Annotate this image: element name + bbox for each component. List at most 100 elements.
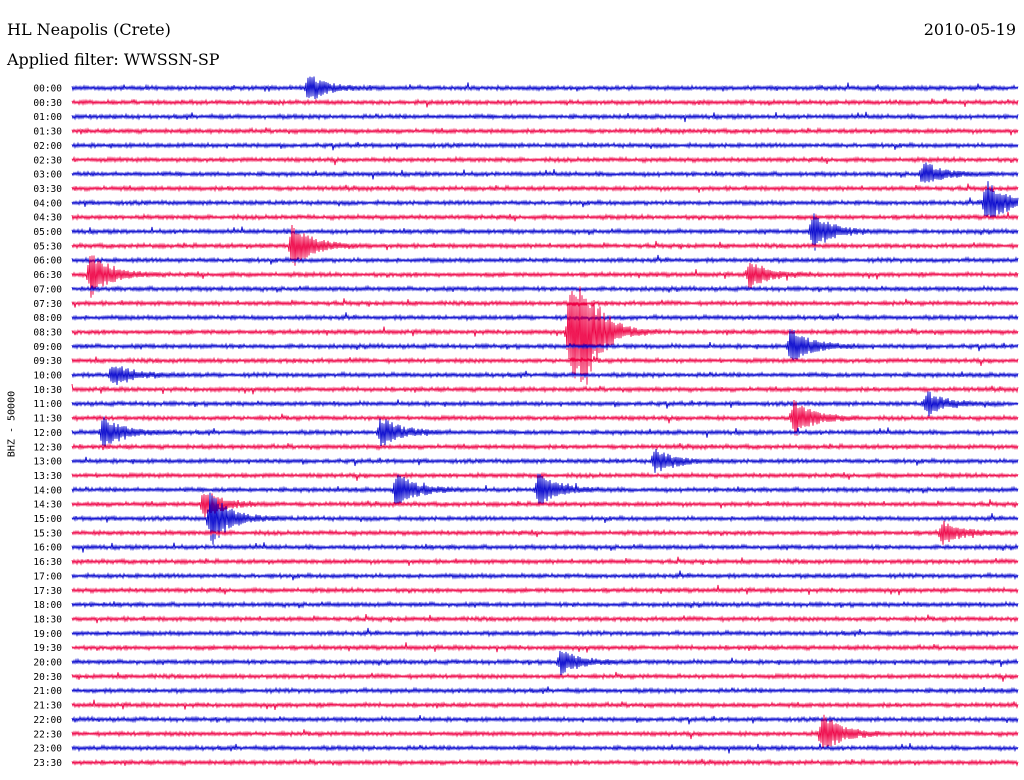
trace-line	[71, 686, 1019, 695]
row-time-label: 10:00	[33, 371, 62, 382]
trace-line	[71, 98, 1019, 108]
trace-line	[71, 743, 1019, 754]
trace-line	[71, 356, 1019, 367]
trace-line	[71, 699, 1019, 711]
row-time-label: 12:30	[33, 442, 62, 453]
trace-line	[71, 613, 1019, 624]
row-time-label: 20:30	[33, 672, 62, 683]
trace-line	[71, 111, 1019, 123]
trace-line	[71, 162, 1019, 183]
trace-line	[71, 650, 1019, 676]
row-time-label: 14:00	[33, 485, 62, 496]
trace-line	[71, 493, 1019, 518]
row-time-label: 19:30	[33, 643, 62, 654]
trace-line	[71, 471, 1019, 481]
row-time-label: 21:30	[33, 701, 62, 712]
row-time-label: 05:30	[33, 241, 62, 252]
row-time-label: 23:00	[33, 744, 62, 755]
row-time-label: 17:30	[33, 586, 62, 597]
row-time-label: 09:30	[33, 356, 62, 367]
trace-line	[71, 399, 1019, 436]
row-time-label: 17:00	[33, 571, 62, 582]
trace-line	[71, 584, 1019, 596]
station-title: HL Neapolis (Crete)	[7, 20, 171, 39]
record-date: 2010-05-19	[923, 20, 1016, 39]
row-time-label: 14:30	[33, 500, 62, 511]
trace-line	[71, 255, 1019, 298]
row-time-label: 12:00	[33, 428, 62, 439]
trace-line	[71, 126, 1019, 136]
trace-line	[71, 155, 1019, 166]
row-time-label: 02:30	[33, 155, 62, 166]
trace-line	[71, 556, 1019, 566]
row-time-label: 19:00	[33, 629, 62, 640]
row-time-label: 23:30	[33, 758, 62, 769]
trace-line	[71, 600, 1019, 609]
row-time-label: 06:00	[33, 256, 62, 267]
trace-line	[71, 312, 1019, 322]
trace-line	[71, 442, 1019, 452]
row-time-label: 01:00	[33, 112, 62, 123]
trace-line	[71, 183, 1019, 193]
trace-line	[71, 254, 1019, 265]
trace-line	[71, 141, 1019, 151]
trace-line	[71, 383, 1019, 395]
row-time-label: 13:30	[33, 471, 62, 482]
trace-line	[71, 211, 1019, 222]
row-time-label: 21:00	[33, 686, 62, 697]
row-time-label: 02:00	[33, 141, 62, 152]
trace-line	[71, 714, 1019, 750]
row-time-label: 07:00	[33, 284, 62, 295]
row-time-label: 08:30	[33, 327, 62, 338]
row-time-label: 03:00	[33, 170, 62, 181]
row-time-label: 16:00	[33, 543, 62, 554]
filter-label: Applied filter: WWSSN-SP	[7, 50, 220, 69]
trace-line	[71, 213, 1019, 251]
row-time-label: 08:00	[33, 313, 62, 324]
row-time-label: 22:00	[33, 715, 62, 726]
trace-line	[71, 329, 1019, 361]
row-time-label: 22:30	[33, 729, 62, 740]
row-time-label: 04:30	[33, 213, 62, 224]
trace-line	[71, 391, 1019, 417]
row-time-label: 18:00	[33, 600, 62, 611]
seismic-traces	[71, 76, 1019, 767]
trace-line	[71, 298, 1019, 308]
row-time-label: 03:30	[33, 184, 62, 195]
row-time-label: 15:30	[33, 528, 62, 539]
row-time-label: 15:00	[33, 514, 62, 525]
row-labels: 00:00 00:30 01:00 01:30 02:00 02:30 03:00 03:30…	[33, 84, 62, 769]
trace-line	[71, 642, 1019, 653]
trace-line	[71, 671, 1019, 682]
trace-line	[71, 449, 1019, 473]
trace-line	[71, 224, 1019, 266]
row-time-label: 01:30	[33, 127, 62, 138]
trace-line	[71, 758, 1019, 767]
trace-line	[71, 715, 1019, 725]
row-time-label: 13:00	[33, 457, 62, 468]
row-time-label: 00:00	[33, 84, 62, 95]
row-time-label: 04:00	[33, 198, 62, 209]
trace-line	[71, 416, 1019, 448]
trace-line	[71, 76, 1019, 100]
trace-line	[71, 492, 1019, 545]
trace-line	[71, 570, 1019, 581]
row-time-label: 06:30	[33, 270, 62, 281]
trace-line	[71, 520, 1019, 545]
trace-line	[71, 286, 1019, 385]
row-time-label: 20:00	[33, 658, 62, 669]
row-time-label: 16:30	[33, 557, 62, 568]
row-time-label: 05:00	[33, 227, 62, 238]
row-time-label: 00:30	[33, 98, 62, 109]
trace-line	[71, 627, 1019, 638]
trace-line	[71, 284, 1019, 294]
row-time-label: 07:30	[33, 299, 62, 310]
trace-line	[71, 473, 1019, 506]
row-time-label: 11:00	[33, 399, 62, 410]
trace-line	[71, 181, 1019, 220]
trace-line	[71, 366, 1019, 386]
trace-line	[71, 542, 1019, 553]
row-time-label: 18:30	[33, 614, 62, 625]
row-time-label: 10:30	[33, 385, 62, 396]
